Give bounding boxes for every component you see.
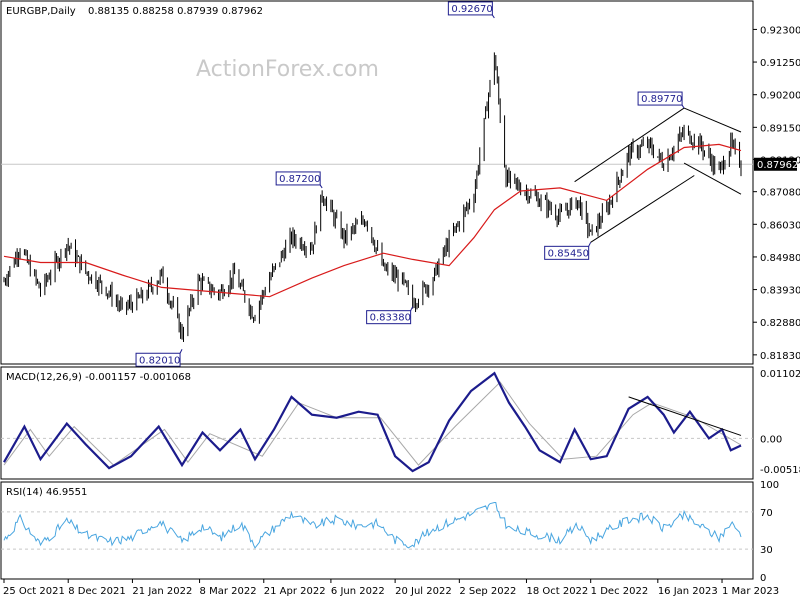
annotation-label: 0.82010 bbox=[139, 355, 180, 366]
date-tick-label: 21 Apr 2022 bbox=[264, 586, 326, 597]
annotation-box-frame bbox=[544, 245, 590, 260]
moving-average bbox=[3, 143, 742, 298]
rsi-tick-label: 30 bbox=[760, 545, 773, 556]
price-panel-frame bbox=[0, 0, 754, 365]
channel-line bbox=[683, 107, 742, 133]
watermark: ActionForex.com bbox=[196, 57, 379, 82]
price-tick-label: 0.91250 bbox=[760, 58, 800, 69]
price-annotations: 0.92670 0.89770 0.87200 0.85450 0.83380 0.820… bbox=[135, 1, 685, 367]
price-tick-label: 0.82880 bbox=[760, 318, 800, 329]
date-tick-label: 8 Dec 2021 bbox=[68, 586, 126, 597]
price-tick-label: 0.87080 bbox=[760, 188, 800, 199]
rsi-line-path bbox=[3, 502, 742, 549]
macd-panel: MACD(12,26,9) -0.001157 -0.001068 0.0110… bbox=[0, 366, 800, 480]
rsi-panel-frame bbox=[0, 481, 754, 580]
rsi-tick-label: 100 bbox=[760, 480, 779, 491]
macd-y-axis: 0.011023 0.00 -0.005182 bbox=[760, 369, 800, 476]
macd-trendline bbox=[628, 396, 742, 436]
annotation-box-frame bbox=[637, 91, 683, 106]
annotation-box: 0.85450 bbox=[544, 245, 590, 260]
date-tick-label: 6 Jun 2022 bbox=[331, 586, 385, 597]
annotation-leader bbox=[588, 242, 592, 247]
annotation-leader bbox=[410, 306, 414, 311]
last-price-value: 0.87962 bbox=[757, 160, 798, 171]
macd-tick-label: 0.00 bbox=[760, 434, 782, 445]
annotation-box-frame bbox=[447, 1, 493, 16]
annotation-label: 0.89770 bbox=[641, 94, 682, 105]
candles bbox=[3, 52, 742, 342]
channel-lines bbox=[574, 107, 742, 243]
macd-line bbox=[3, 371, 742, 473]
annotation-box: 0.83380 bbox=[366, 310, 412, 325]
price-tick-label: 0.92300 bbox=[760, 25, 800, 36]
macd-tick-label: 0.011023 bbox=[760, 369, 800, 380]
rsi-title: RSI(14) 46.9551 bbox=[6, 487, 87, 498]
annotation-label: 0.92670 bbox=[451, 4, 492, 15]
annotation-box-frame bbox=[366, 310, 412, 325]
date-tick-label: 2 Sep 2022 bbox=[459, 586, 516, 597]
channel-line bbox=[574, 107, 685, 183]
macd-signal-line bbox=[3, 381, 742, 466]
annotation-label: 0.85450 bbox=[548, 248, 589, 259]
annotation-label: 0.87200 bbox=[279, 174, 320, 185]
annotation-box-frame bbox=[275, 171, 321, 186]
macd-title: MACD(12,26,9) -0.001157 -0.001068 bbox=[6, 372, 191, 383]
rsi-line bbox=[3, 502, 742, 549]
annotation-box: 0.87200 bbox=[275, 171, 321, 186]
price-y-axis: 0.923000.912500.902000.891500.881200.870… bbox=[753, 25, 800, 362]
date-tick-label: 20 Jul 2022 bbox=[395, 586, 452, 597]
price-tick-label: 0.83930 bbox=[760, 286, 800, 297]
chart-title: EURGBP,Daily bbox=[6, 6, 76, 17]
rsi-tick-label: 70 bbox=[760, 508, 773, 519]
annotation-box: 0.82010 bbox=[135, 352, 181, 367]
annotation-leader bbox=[179, 349, 183, 354]
price-tick-label: 0.81830 bbox=[760, 351, 800, 362]
price-panel: ActionForex.com EURGBP,Daily 0.88135 0.8… bbox=[0, 0, 800, 367]
macd-lines bbox=[3, 371, 742, 473]
macd-tick-label: -0.005182 bbox=[760, 465, 800, 476]
rsi-panel: RSI(14) 46.9551 100 70 30 0 bbox=[0, 480, 779, 584]
price-tick-label: 0.90200 bbox=[760, 91, 800, 102]
ohlc-label: 0.88135 0.88258 0.87939 0.87962 bbox=[88, 6, 263, 17]
date-tick-label: 16 Jan 2023 bbox=[658, 586, 718, 597]
date-tick-label: 8 Mar 2022 bbox=[200, 586, 257, 597]
channel-line bbox=[683, 162, 742, 195]
annotation-box: 0.92670 bbox=[447, 1, 493, 16]
annotation-box: 0.89770 bbox=[637, 91, 683, 106]
last-price-box bbox=[754, 157, 797, 171]
price-tick-label: 0.84980 bbox=[760, 253, 800, 264]
rsi-y-axis: 100 70 30 0 bbox=[760, 480, 779, 584]
date-tick-label: 18 Oct 2022 bbox=[526, 586, 588, 597]
annotation-label: 0.83380 bbox=[370, 313, 411, 324]
rsi-levels bbox=[1, 511, 753, 550]
moving-average-line bbox=[3, 143, 742, 298]
last-price-tag: 0.87962 bbox=[754, 157, 798, 171]
date-tick-label: 21 Jan 2022 bbox=[132, 586, 192, 597]
annotation-box-frame bbox=[135, 352, 181, 367]
date-tick-label: 25 Oct 2021 bbox=[3, 586, 65, 597]
price-tick-label: 0.89150 bbox=[760, 123, 800, 134]
date-axis: 25 Oct 2021 8 Dec 2021 21 Jan 2022 8 Mar 20… bbox=[3, 579, 779, 597]
date-tick-label: 1 Dec 2022 bbox=[591, 586, 649, 597]
price-tick-label: 0.86030 bbox=[760, 220, 800, 231]
channel-line bbox=[590, 175, 695, 243]
date-tick-label: 1 Mar 2023 bbox=[722, 586, 779, 597]
macd-panel-frame bbox=[0, 366, 754, 480]
rsi-tick-label: 0 bbox=[760, 573, 766, 584]
